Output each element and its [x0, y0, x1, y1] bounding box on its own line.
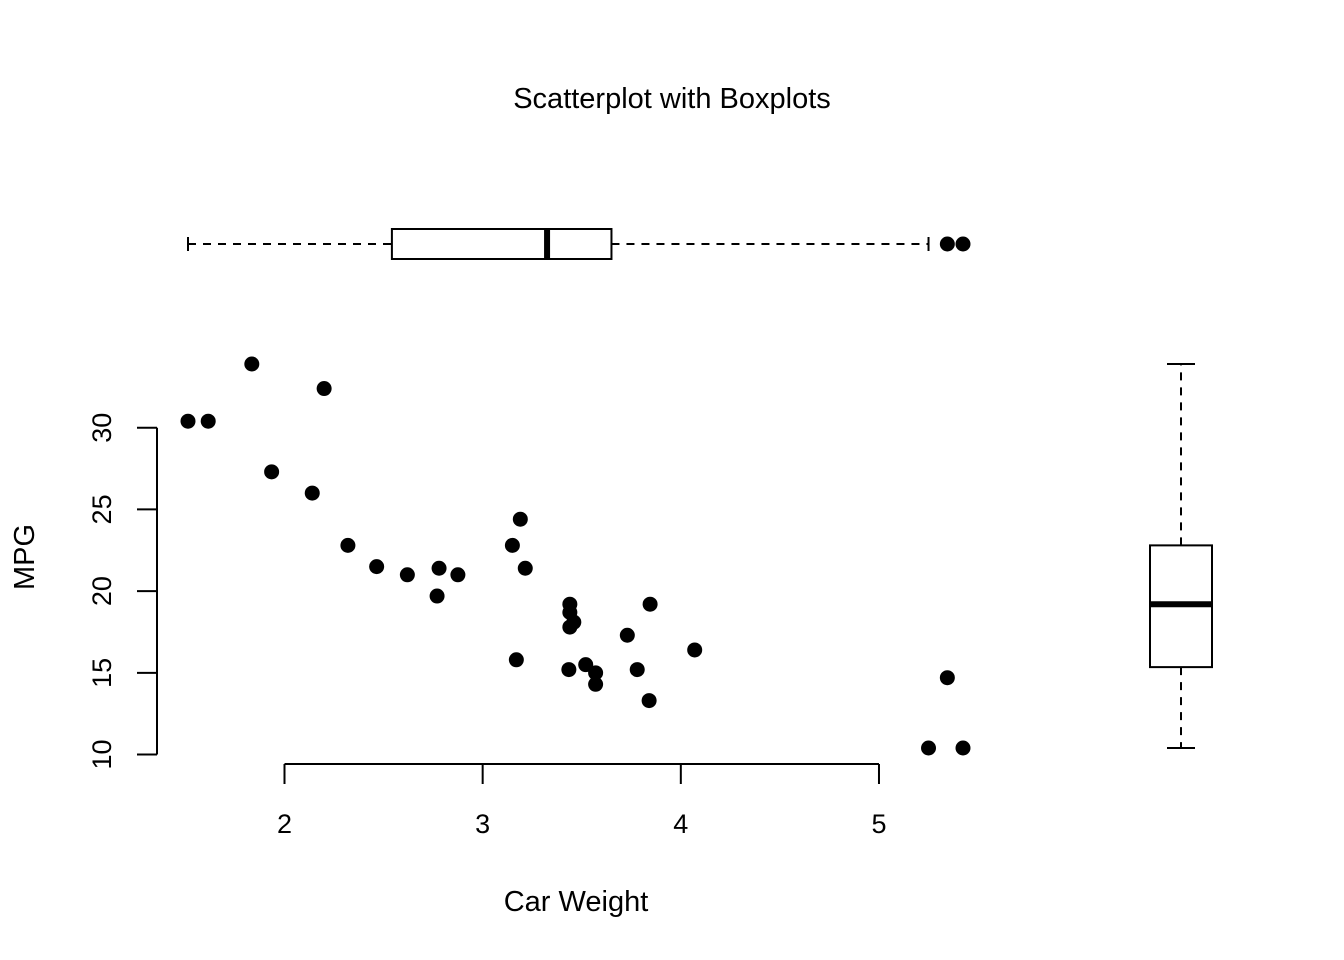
- x-box: [390, 228, 613, 260]
- x-axis-label: Car Weight: [504, 886, 649, 918]
- y-tick-label: 30: [87, 413, 117, 443]
- x-box-outlier: [939, 236, 955, 252]
- data-point: [641, 693, 657, 709]
- data-point: [517, 560, 533, 576]
- data-point: [561, 662, 577, 678]
- data-point: [450, 567, 466, 583]
- data-point: [508, 652, 524, 668]
- data-point: [429, 588, 445, 604]
- y-axis: 10 15 20 25 30: [87, 413, 158, 770]
- data-point: [629, 662, 645, 678]
- chart-title: Scatterplot with Boxplots: [513, 83, 831, 115]
- y-tick-label: 25: [87, 494, 117, 524]
- y-boxplot: [1149, 363, 1213, 749]
- data-point: [264, 464, 280, 480]
- data-point: [642, 596, 658, 612]
- data-point: [316, 381, 332, 397]
- data-point: [578, 657, 594, 673]
- data-point: [588, 676, 604, 692]
- x-tick-label: 2: [277, 809, 292, 839]
- x-tick-label: 4: [673, 809, 688, 839]
- data-point: [955, 740, 971, 756]
- scatter-points: [180, 356, 971, 756]
- data-point: [431, 560, 447, 576]
- x-tick-label: 5: [871, 809, 886, 839]
- data-point: [399, 567, 415, 583]
- data-point: [562, 619, 578, 635]
- data-point: [504, 537, 520, 553]
- x-axis: 2 3 4 5: [277, 763, 886, 839]
- data-point: [687, 642, 703, 658]
- data-point: [562, 596, 578, 612]
- data-point: [340, 537, 356, 553]
- data-point: [369, 559, 385, 575]
- y-axis-label: MPG: [9, 524, 41, 590]
- data-point: [939, 670, 955, 686]
- data-point: [200, 413, 216, 429]
- x-boxplot: [187, 228, 971, 260]
- data-point: [619, 627, 635, 643]
- x-tick-label: 3: [475, 809, 490, 839]
- data-point: [180, 413, 196, 429]
- data-point: [588, 665, 604, 681]
- y-tick-label: 15: [87, 658, 117, 688]
- data-point: [921, 740, 937, 756]
- y-tick-label: 10: [87, 740, 117, 770]
- data-point: [244, 356, 260, 372]
- y-tick-label: 20: [87, 576, 117, 606]
- x-box-outlier: [955, 236, 971, 252]
- data-point: [512, 511, 528, 527]
- data-point: [304, 485, 320, 501]
